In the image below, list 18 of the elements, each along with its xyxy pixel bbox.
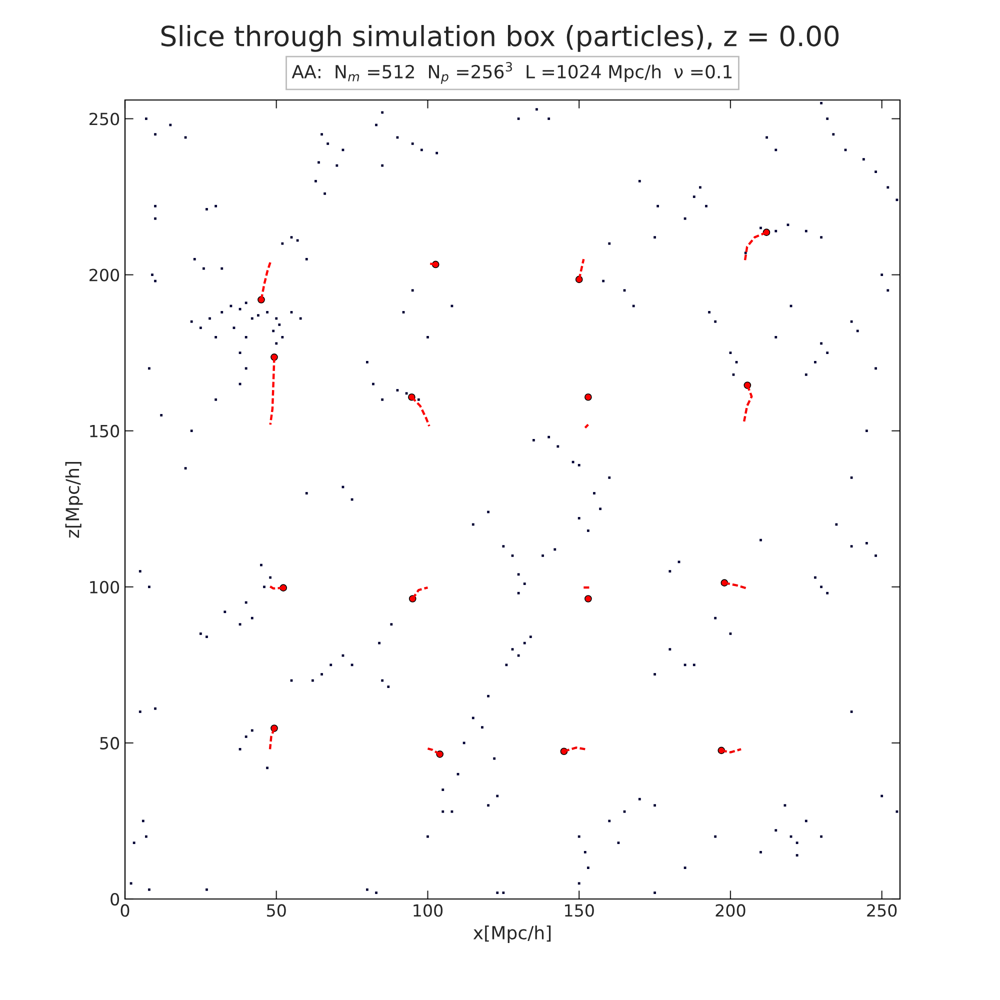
y-tick-label: 50: [100, 736, 120, 750]
chart-title: Slice through simulation box (particles), z = 0.00: [161, 25, 839, 52]
x-axis-title: x[Mpc/h]: [473, 926, 551, 944]
point: [584, 595, 592, 602]
x-tick-label: 100: [414, 904, 443, 917]
y-axis-title: z[Mpc/h]: [65, 462, 83, 538]
x-tick-label: 250: [867, 904, 897, 917]
y-tick-label: 150: [90, 424, 120, 438]
x-tick-label: 150: [565, 904, 594, 917]
y-tick-label: 0: [110, 892, 120, 906]
y-tick-label: 200: [90, 268, 120, 282]
x-tick-label: 200: [716, 904, 746, 917]
point: [584, 393, 592, 401]
text: AA: N$_{m}$ =512 N$_{p}$ =256$^{3}$ L =1024 Mpc/h ν =0.1: [292, 62, 732, 84]
x-tick-label: 0: [120, 904, 130, 917]
y-tick-label: 250: [90, 112, 120, 126]
y-tick-label: 100: [90, 580, 120, 594]
x-tick-label: 50: [267, 904, 286, 917]
